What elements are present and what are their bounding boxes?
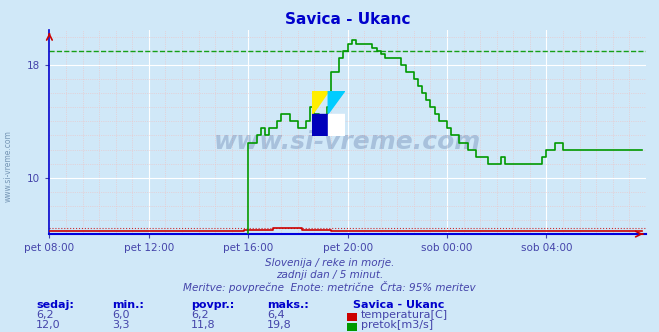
Text: sedaj:: sedaj: [36,300,74,310]
Text: povpr.:: povpr.: [191,300,235,310]
Text: temperatura[C]: temperatura[C] [361,310,448,320]
Polygon shape [312,114,328,136]
Text: www.si-vreme.com: www.si-vreme.com [214,130,481,154]
Text: Savica - Ukanc: Savica - Ukanc [353,300,444,310]
Text: 19,8: 19,8 [267,320,292,330]
Text: min.:: min.: [112,300,144,310]
Text: zadnji dan / 5 minut.: zadnji dan / 5 minut. [276,270,383,280]
Polygon shape [328,91,345,114]
Text: www.si-vreme.com: www.si-vreme.com [3,130,13,202]
Text: 6,0: 6,0 [112,310,130,320]
Title: Savica - Ukanc: Savica - Ukanc [285,12,411,27]
Text: maks.:: maks.: [267,300,308,310]
Text: 6,2: 6,2 [36,310,54,320]
Text: 3,3: 3,3 [112,320,130,330]
Polygon shape [328,114,345,136]
Text: 12,0: 12,0 [36,320,61,330]
Text: pretok[m3/s]: pretok[m3/s] [361,320,433,330]
Text: Slovenija / reke in morje.: Slovenija / reke in morje. [265,258,394,268]
Text: 6,4: 6,4 [267,310,285,320]
Polygon shape [312,91,328,114]
Text: 6,2: 6,2 [191,310,209,320]
Text: Meritve: povprečne  Enote: metrične  Črta: 95% meritev: Meritve: povprečne Enote: metrične Črta:… [183,281,476,293]
Text: 11,8: 11,8 [191,320,215,330]
